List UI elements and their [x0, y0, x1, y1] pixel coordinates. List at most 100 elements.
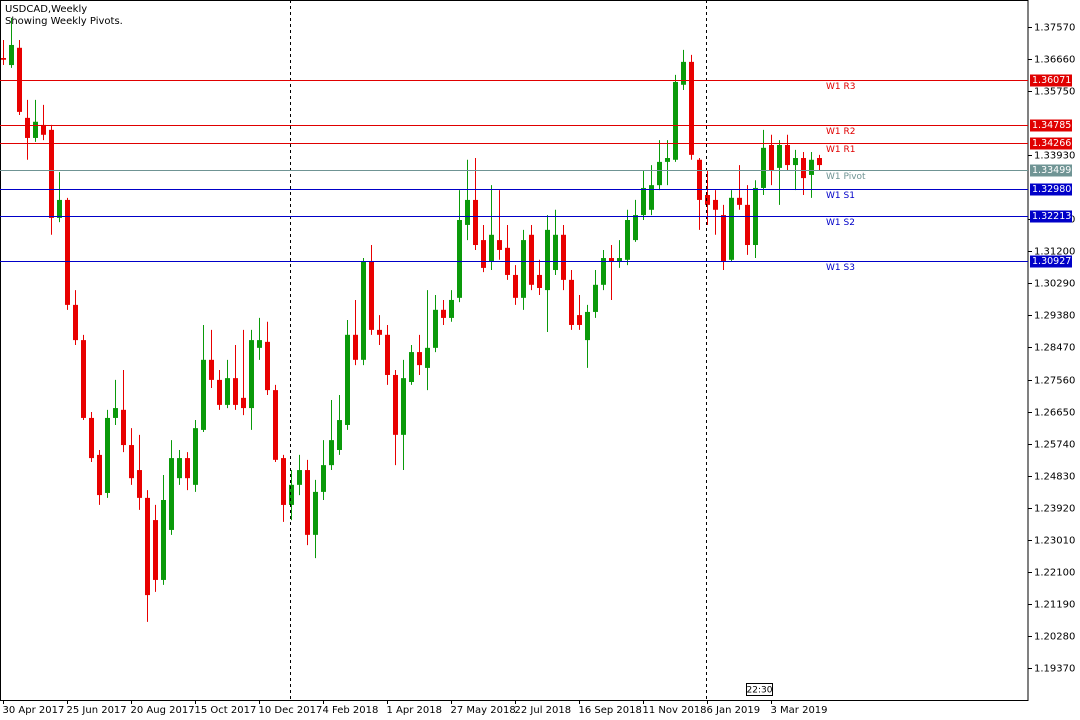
pivot-name: W1 S3 — [826, 263, 855, 273]
y-tick-label: 1.31200 — [1034, 247, 1075, 258]
candle-body — [113, 408, 118, 418]
candle-body — [217, 379, 222, 405]
candle-body — [65, 199, 70, 305]
y-tick-label: 1.24830 — [1034, 472, 1075, 483]
price-label: 1.33499 — [1032, 165, 1071, 176]
price-label-box — [1030, 164, 1072, 177]
y-tick-label: 1.37570 — [1034, 23, 1075, 34]
y-tick-label: 1.21190 — [1034, 600, 1075, 611]
pivot-name: W1 R2 — [826, 127, 855, 137]
y-tick-label: 1.28470 — [1034, 343, 1075, 354]
candle-body — [305, 470, 310, 535]
candle-body — [121, 409, 126, 446]
candle-body — [713, 199, 718, 210]
x-tick-label: 22 Jul 2018 — [515, 705, 572, 716]
candle-body — [657, 161, 662, 186]
x-tick-label: 1 Apr 2018 — [387, 705, 442, 716]
candle-body — [73, 304, 78, 341]
candle-body — [425, 347, 430, 368]
candle-body — [641, 187, 646, 216]
candle-body — [233, 378, 238, 405]
y-tick-label: 1.19370 — [1034, 664, 1075, 675]
y-tick-label: 1.36660 — [1034, 55, 1075, 66]
candle-body — [193, 428, 198, 485]
plot-border — [0, 0, 1029, 701]
candle-body — [137, 470, 142, 498]
candle-body — [569, 279, 574, 325]
candle-body — [681, 61, 686, 85]
time-label: 22:30 — [747, 686, 773, 696]
chart-title: USDCAD,Weekly — [5, 4, 87, 15]
candle-body — [401, 378, 406, 435]
candle-body — [617, 258, 622, 262]
candle-body — [513, 274, 518, 298]
candle-body — [705, 195, 710, 205]
pivot-name: W1 S2 — [826, 218, 855, 228]
time-box — [746, 683, 773, 696]
candle-body — [497, 240, 502, 250]
candle-body — [817, 158, 822, 166]
candle-body — [769, 144, 774, 170]
candle-body — [153, 520, 158, 580]
price-label-box — [1030, 137, 1072, 150]
candle-body — [809, 159, 814, 175]
candle-body — [473, 199, 478, 246]
pivot-name: W1 S1 — [826, 191, 855, 201]
candle-body — [161, 499, 166, 580]
pivot-name: W1 R1 — [826, 145, 855, 155]
candle-body — [609, 258, 614, 262]
candle-body — [385, 334, 390, 375]
candle-body — [801, 158, 806, 179]
candle-body — [697, 159, 702, 200]
x-tick-label: 30 Apr 2017 — [3, 705, 65, 716]
price-label: 1.34266 — [1032, 138, 1071, 149]
candle-body — [241, 397, 246, 409]
candle-body — [249, 340, 254, 409]
candle-body — [177, 458, 182, 479]
y-tick-label: 1.23010 — [1034, 536, 1075, 547]
candle-body — [353, 334, 358, 360]
candle-body — [41, 124, 46, 135]
x-tick-label: 10 Dec 2017 — [259, 705, 323, 716]
candle-body — [345, 334, 350, 425]
candle-body — [25, 117, 30, 138]
x-tick-label: 15 Oct 2017 — [195, 705, 257, 716]
candle-body — [297, 470, 302, 485]
price-label: 1.30927 — [1032, 256, 1071, 267]
candle-body — [689, 61, 694, 155]
candle-body — [329, 440, 334, 466]
candle-body — [465, 199, 470, 225]
candle-body — [521, 240, 526, 298]
x-tick-label: 4 Feb 2018 — [323, 705, 379, 716]
candle-body — [33, 121, 38, 138]
price-label-box — [1030, 119, 1072, 132]
candle-body — [9, 44, 14, 66]
candle-body — [417, 352, 422, 366]
candle-body — [625, 220, 630, 260]
x-tick-label: 3 Mar 2019 — [771, 705, 828, 716]
y-tick-label: 1.35750 — [1034, 87, 1075, 98]
candle-body — [337, 420, 342, 450]
candle-body — [377, 329, 382, 335]
candle-body — [169, 458, 174, 530]
price-label-box — [1030, 255, 1072, 268]
price-label-box — [1030, 183, 1072, 196]
candle-body — [457, 220, 462, 298]
candle-body — [481, 240, 486, 268]
candle-body — [209, 359, 214, 380]
x-tick-label: 20 Aug 2017 — [131, 705, 195, 716]
candle-body — [585, 311, 590, 341]
candle-body — [593, 284, 598, 312]
candle-body — [553, 234, 558, 271]
candle-body — [729, 197, 734, 260]
candle-body — [105, 417, 110, 493]
candle-body — [601, 258, 606, 285]
candle-body — [745, 204, 750, 246]
plot-area — [1, 17, 822, 622]
candle-body — [777, 144, 782, 168]
y-tick-label: 1.27560 — [1034, 376, 1075, 387]
candle-body — [449, 299, 454, 318]
candle-body — [737, 197, 742, 205]
